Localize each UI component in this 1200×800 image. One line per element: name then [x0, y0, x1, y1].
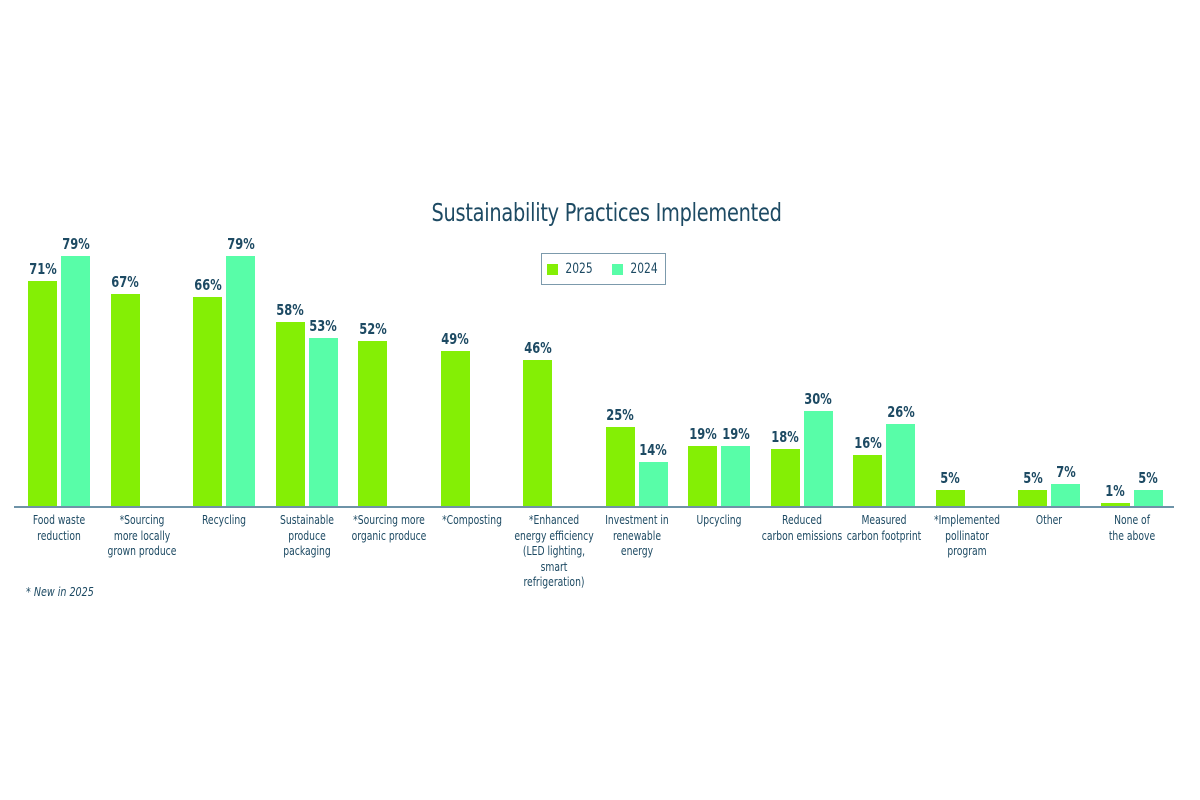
- bar-2025: [28, 281, 57, 506]
- bar-2024: [1051, 483, 1080, 506]
- bar-2024: [61, 255, 90, 506]
- category-label: Food waste reduction: [32, 512, 86, 543]
- category-label: *Composting: [441, 512, 502, 527]
- bar-2025: [275, 322, 305, 506]
- bar-2025: [853, 455, 882, 506]
- value-label-2025: 19%: [688, 424, 717, 443]
- bar-2024: [226, 255, 255, 506]
- category-label: *Implemented pollinator program: [933, 512, 1000, 558]
- bar-2025: [605, 426, 635, 506]
- value-label-2024: 79%: [226, 234, 255, 253]
- category-label: *Enhanced energy efficiency (LED lightin…: [514, 512, 594, 589]
- value-label-2025: 67%: [111, 272, 139, 291]
- legend-swatch-2025: [547, 263, 559, 275]
- legend-item-2024: 2024: [611, 261, 660, 277]
- value-label-2024: 79%: [61, 234, 90, 253]
- chart-legend: 2025 2024: [541, 253, 666, 285]
- value-label-2024: 14%: [639, 440, 667, 459]
- value-label-2024: 5%: [1138, 469, 1158, 488]
- category-label: Recycling: [201, 512, 247, 527]
- bar-2025: [193, 297, 222, 506]
- bar-2025: [523, 360, 552, 506]
- chart-title: Sustainability Practices Implemented: [431, 198, 782, 227]
- bar-2024: [803, 411, 833, 506]
- bar-2024: [721, 445, 750, 506]
- category-label: Measured carbon footprint: [846, 512, 922, 543]
- value-label-2025: 5%: [940, 469, 960, 488]
- value-label-2024: 30%: [804, 390, 832, 409]
- value-label-2024: 19%: [721, 424, 750, 443]
- legend-label-2025: 2025: [565, 261, 594, 277]
- legend-swatch-2024: [611, 263, 623, 275]
- footnote: * New in 2025: [26, 584, 94, 599]
- category-label: Sustainable produce packaging: [279, 512, 334, 558]
- category-label: Upcycling: [696, 512, 742, 527]
- category-label: *Sourcing more locally grown produce: [107, 512, 176, 558]
- value-label-2024: 53%: [309, 317, 337, 336]
- value-label-2025: 52%: [358, 320, 387, 339]
- value-label-2025: 71%: [28, 260, 57, 279]
- legend-item-2025: 2025: [547, 261, 595, 277]
- value-label-2025: 18%: [771, 428, 799, 447]
- value-label-2025: 25%: [606, 405, 634, 424]
- value-label-2024: 7%: [1055, 462, 1076, 481]
- bar-2025: [1018, 490, 1047, 506]
- value-label-2025: 66%: [193, 276, 222, 295]
- value-label-2025: 49%: [441, 329, 469, 348]
- x-axis-line: [14, 506, 1174, 508]
- legend-label-2024: 2024: [629, 261, 658, 277]
- value-label-2025: 46%: [523, 339, 552, 358]
- value-label-2025: 1%: [1105, 481, 1125, 500]
- bar-2025: [770, 449, 800, 506]
- category-label: *Sourcing more organic produce: [351, 512, 427, 543]
- bar-2024: [1133, 490, 1163, 506]
- value-label-2025: 58%: [276, 301, 304, 320]
- category-label: Reduced carbon emissions: [761, 512, 842, 543]
- bar-2025: [688, 445, 717, 506]
- category-label: Other: [1035, 512, 1063, 527]
- bar-2025: [440, 350, 470, 506]
- value-label-2024: 26%: [886, 402, 915, 421]
- bar-2025: [935, 490, 965, 506]
- bar-2024: [638, 461, 668, 506]
- bar-2024: [308, 338, 338, 506]
- category-label: Investment in renewable energy: [604, 512, 669, 558]
- category-label: None of the above: [1108, 512, 1155, 543]
- bar-2024: [886, 423, 915, 506]
- value-label-2025: 16%: [853, 434, 882, 453]
- value-label-2025: 5%: [1022, 469, 1043, 488]
- bar-2025: [110, 293, 140, 506]
- bar-2025: [1100, 502, 1130, 506]
- bar-2025: [358, 341, 387, 506]
